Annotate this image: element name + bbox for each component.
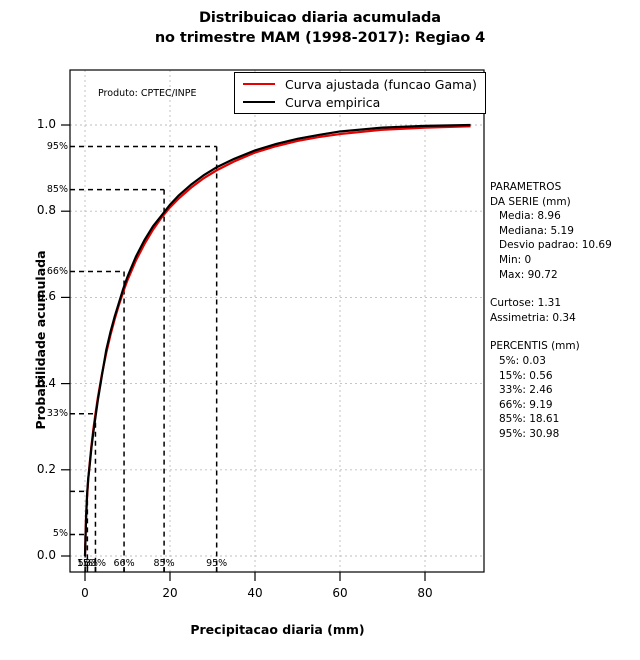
percentil-85: 85%: 18.61 <box>499 413 560 426</box>
y-tick-label-0.8: 0.8 <box>36 203 56 218</box>
axis-ticks <box>61 124 426 581</box>
producer-credit: Produto: CPTEC/INPE <box>98 88 197 99</box>
y-percentile-label-5: 5% <box>52 528 68 540</box>
stats-spacer-1 <box>490 282 640 296</box>
percentil-15: 15%: 0.56 <box>499 369 553 382</box>
stat-curtose: Curtose: 1.31 <box>490 297 562 310</box>
x-tick-label-80: 80 <box>417 586 433 600</box>
y-percentile-label-95: 95% <box>46 140 68 152</box>
x-percentile-label-5: 5% <box>77 558 93 569</box>
stats-spacer-2 <box>490 325 640 339</box>
x-axis-label: Precipitacao diaria (mm) <box>190 622 365 637</box>
stat-assimetria: Assimetria: 0.34 <box>490 311 576 324</box>
percentil-33: 33%: 2.46 <box>499 384 553 397</box>
percentile-tick-marks <box>84 567 218 572</box>
legend-label-empirical: Curva empirica <box>285 94 381 110</box>
x-percentile-label-15: 15% <box>76 558 98 569</box>
y-tick-label-0.2: 0.2 <box>36 461 56 476</box>
stat-mediana: Mediana: 5.19 <box>499 224 574 237</box>
percentil-5: 5%: 0.03 <box>499 354 546 367</box>
stat-min: Min: 0 <box>499 253 532 266</box>
stats-header-line-1: PARAMETROS <box>490 181 562 193</box>
x-tick-label-60: 60 <box>332 586 348 600</box>
stat-desvio-padrao: Desvio padrao: 10.69 <box>499 239 612 252</box>
x-tick-label-40: 40 <box>247 586 263 600</box>
percentil-66: 66%: 9.19 <box>499 398 553 411</box>
title-line-2: no trimestre MAM (1998-2017): Regiao 4 <box>154 30 486 46</box>
legend-item-empirical: Curva empirica <box>243 93 380 111</box>
y-axis-label: Probabilidade acumulada <box>33 250 48 430</box>
statistics-panel: PARAMETROS DA SERIE (mm) Media: 8.96 Med… <box>490 180 640 442</box>
x-percentile-label-66: 66% <box>113 558 135 569</box>
gridlines <box>70 70 484 572</box>
percentile-guide-lines <box>70 145 218 572</box>
legend-item-fitted: Curva ajustada (funcao Gama) <box>243 75 477 93</box>
title-line-1: Distribuicao diaria acumulada <box>199 10 441 26</box>
x-tick-label-20: 20 <box>162 586 178 600</box>
stat-media: Media: 8.96 <box>499 210 561 223</box>
y-tick-label-0.4: 0.4 <box>36 375 56 390</box>
x-percentile-label-85: 85% <box>153 558 175 569</box>
fitted-gamma-curve <box>83 125 471 557</box>
plot-frame <box>69 69 485 573</box>
chart-legend: Curva ajustada (funcao Gama) Curva empir… <box>234 72 486 114</box>
stats-header-line-2: DA SERIE (mm) <box>490 195 571 208</box>
empirical-curve <box>83 123 471 557</box>
y-tick-label-1.0: 1.0 <box>36 117 56 131</box>
legend-label-fitted: Curva ajustada (funcao Gama) <box>285 76 477 92</box>
percentis-header: PERCENTIS (mm) <box>490 340 580 353</box>
y-percentile-label-66: 66% <box>46 265 68 277</box>
y-tick-label-0.0: 0.0 <box>36 548 56 562</box>
x-tick-label-0: 0 <box>81 586 89 600</box>
stat-max: Max: 90.72 <box>499 268 558 281</box>
legend-swatch-fitted <box>243 83 275 85</box>
percentil-95: 95%: 30.98 <box>499 427 560 440</box>
x-percentile-label-33: 33% <box>84 558 107 569</box>
legend-swatch-empirical <box>243 101 275 103</box>
x-percentile-label-95: 95% <box>206 558 228 569</box>
y-tick-label-0.6: 0.6 <box>36 289 56 304</box>
y-percentile-label-85: 85% <box>46 183 68 195</box>
y-percentile-label-33: 33% <box>46 407 68 419</box>
page-title: Distribuicao diaria acumulada no trimest… <box>0 8 640 48</box>
